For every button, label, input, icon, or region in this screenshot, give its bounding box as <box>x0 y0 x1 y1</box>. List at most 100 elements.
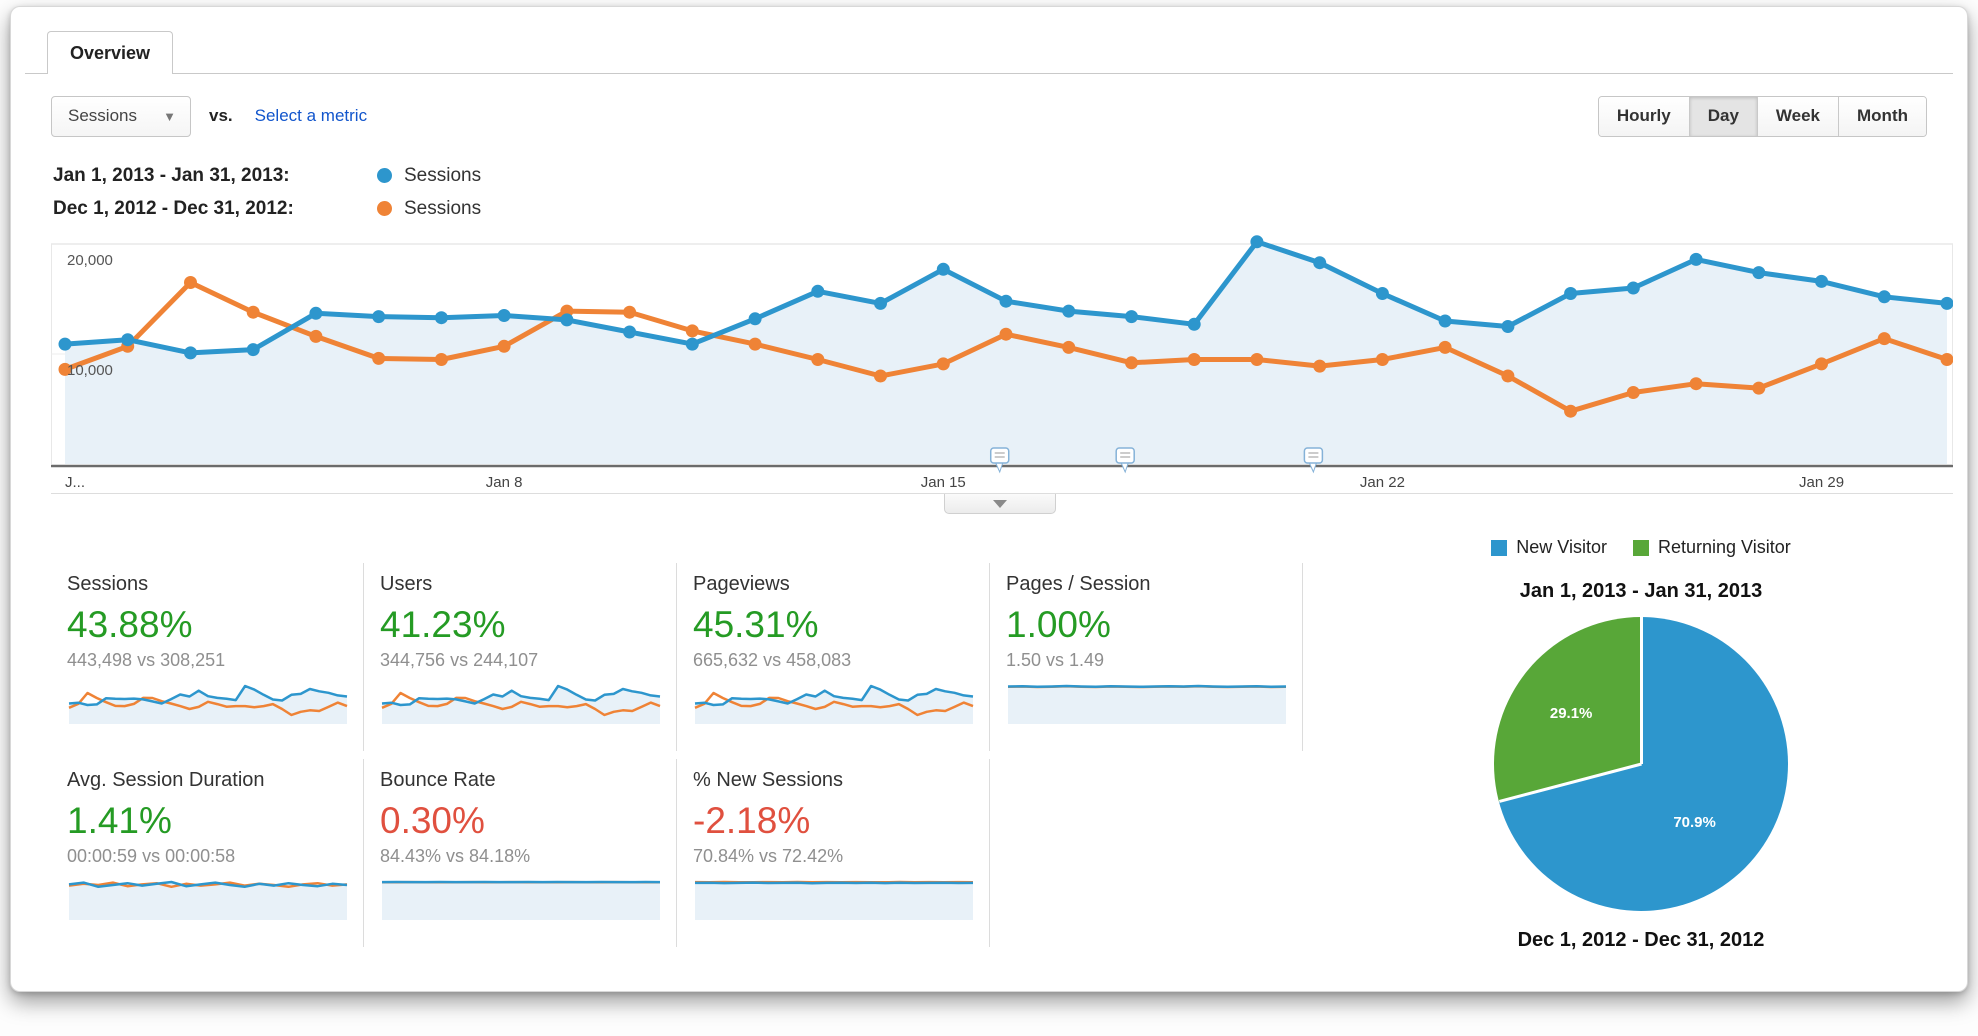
data-point <box>1877 290 1891 304</box>
data-point <box>1125 356 1138 370</box>
data-point <box>372 351 386 365</box>
data-point <box>1062 340 1076 354</box>
granularity-button-group: Hourly Day Week Month <box>1597 95 1927 137</box>
data-point <box>372 310 386 324</box>
metric-card-new-sessions[interactable]: % New Sessions -2.18% 70.84% vs 72.42% <box>677 759 990 947</box>
legend-row-previous: Dec 1, 2012 - Dec 31, 2012: Sessions <box>53 192 481 225</box>
metric-card-pageviews[interactable]: Pageviews 45.31% 665,632 vs 458,083 <box>677 563 990 751</box>
data-point <box>1501 369 1515 383</box>
header-divider <box>25 73 1953 74</box>
tab-overview[interactable]: Overview <box>47 31 174 74</box>
sparkline-chart <box>381 881 661 921</box>
granularity-week-button[interactable]: Week <box>1757 96 1840 136</box>
card-title: Users <box>380 573 433 595</box>
card-comparison-values: 443,498 vs 308,251 <box>67 650 226 671</box>
annotation-marker-icon[interactable] <box>1115 447 1135 474</box>
annotations-toggle[interactable] <box>944 494 1056 514</box>
pie-date-range-bottom: Dec 1, 2012 - Dec 31, 2012 <box>1517 929 1765 951</box>
card-delta-value: 1.00% <box>1006 604 1111 645</box>
data-point <box>246 305 260 319</box>
data-point <box>1438 314 1452 328</box>
data-point <box>685 337 699 351</box>
data-point <box>309 329 323 343</box>
card-title: Pages / Session <box>1006 573 1151 595</box>
data-point <box>623 305 637 319</box>
data-point <box>1250 235 1264 249</box>
chevron-down-icon <box>993 499 1007 508</box>
x-axis-label: Jan 29 <box>1799 474 1844 491</box>
metric-cards-row-2: Avg. Session Duration 1.41% 00:00:59 vs … <box>51 759 990 947</box>
data-point <box>1752 266 1766 280</box>
card-delta-value: -2.18% <box>693 800 811 841</box>
metric-card-pages-session[interactable]: Pages / Session 1.00% 1.50 vs 1.49 <box>990 563 1303 751</box>
data-point <box>1815 274 1828 288</box>
sessions-timeline-chart[interactable]: 20,000 10,000 J... Jan 8 Jan 15 Jan 22 Jan 29 <box>51 231 1953 493</box>
data-point <box>999 294 1013 308</box>
y-axis-label: 20,000 <box>67 252 113 269</box>
granularity-hourly-button[interactable]: Hourly <box>1598 96 1690 136</box>
sparkline-chart <box>694 685 974 725</box>
pie-legend-label: Returning Visitor <box>1657 537 1791 557</box>
data-point <box>874 369 887 383</box>
card-delta-value: 0.30% <box>380 800 485 841</box>
new-visitor-swatch-icon <box>1491 539 1508 556</box>
card-delta-value: 45.31% <box>693 604 819 645</box>
annotations-strip-divider <box>51 493 1953 494</box>
returning-visitor-swatch-icon <box>1632 539 1649 556</box>
data-point <box>1940 353 1953 366</box>
data-point <box>748 312 762 326</box>
metric-card-bounce-rate[interactable]: Bounce Rate 0.30% 84.43% vs 84.18% <box>364 759 677 947</box>
data-point <box>1375 287 1389 300</box>
data-point <box>1564 404 1578 418</box>
sparkline-chart <box>694 881 974 921</box>
data-point <box>1626 281 1640 295</box>
data-point <box>685 324 699 338</box>
metric-card-avg-session-duration[interactable]: Avg. Session Duration 1.41% 00:00:59 vs … <box>51 759 364 947</box>
visitor-type-pie-chart[interactable]: 29.1% 70.9% <box>1494 617 1788 911</box>
data-point <box>1438 340 1452 354</box>
granularity-month-button[interactable]: Month <box>1839 96 1926 136</box>
timeline-legend: Jan 1, 2013 - Jan 31, 2013: Sessions Dec… <box>53 159 481 225</box>
card-title: % New Sessions <box>693 769 844 791</box>
timeline-area-fill <box>65 241 1947 464</box>
legend-metric-label: Sessions <box>404 197 482 219</box>
vs-label: vs. <box>209 106 233 125</box>
pie-slice-returning-label: 29.1% <box>1549 705 1593 723</box>
metric-card-users[interactable]: Users 41.23% 344,756 vs 244,107 <box>364 563 677 751</box>
metric-selector-dropdown[interactable]: Sessions ▼ <box>51 95 191 137</box>
annotation-marker-icon[interactable] <box>989 447 1010 474</box>
card-delta-value: 1.41% <box>67 800 172 841</box>
card-comparison-values: 00:00:59 vs 00:00:58 <box>67 846 236 867</box>
series-dot-blue-icon <box>377 168 392 183</box>
data-point <box>1187 353 1201 366</box>
legend-metric-label: Sessions <box>404 164 482 186</box>
data-point <box>1815 357 1828 371</box>
card-title: Pageviews <box>693 573 790 595</box>
data-point <box>1125 310 1138 324</box>
series-dot-orange-icon <box>377 201 392 216</box>
data-point <box>121 333 135 347</box>
card-comparison-values: 665,632 vs 458,083 <box>693 650 852 671</box>
sparkline-chart <box>1007 685 1287 725</box>
data-point <box>1689 377 1703 391</box>
data-point <box>1752 381 1766 395</box>
card-title: Sessions <box>67 573 149 595</box>
card-comparison-values: 344,756 vs 244,107 <box>380 650 539 671</box>
data-point <box>811 284 825 298</box>
pie-legend-returning-visitor: Returning Visitor <box>1632 537 1791 558</box>
card-delta-value: 43.88% <box>67 604 193 645</box>
pie-date-range-top: Jan 1, 2013 - Jan 31, 2013 <box>1519 580 1763 602</box>
data-point <box>1689 252 1703 266</box>
data-point <box>1062 304 1076 318</box>
metric-card-sessions[interactable]: Sessions 43.88% 443,498 vs 308,251 <box>51 563 364 751</box>
data-point <box>748 337 762 351</box>
data-point <box>560 313 574 327</box>
card-title: Avg. Session Duration <box>67 769 265 791</box>
granularity-day-button[interactable]: Day <box>1689 96 1758 136</box>
annotation-marker-icon[interactable] <box>1303 447 1324 474</box>
y-axis-label: 10,000 <box>67 362 113 379</box>
data-point <box>1564 287 1578 300</box>
data-point <box>434 353 448 366</box>
sparkline-chart <box>381 685 661 725</box>
select-metric-link[interactable]: Select a metric <box>254 106 368 125</box>
